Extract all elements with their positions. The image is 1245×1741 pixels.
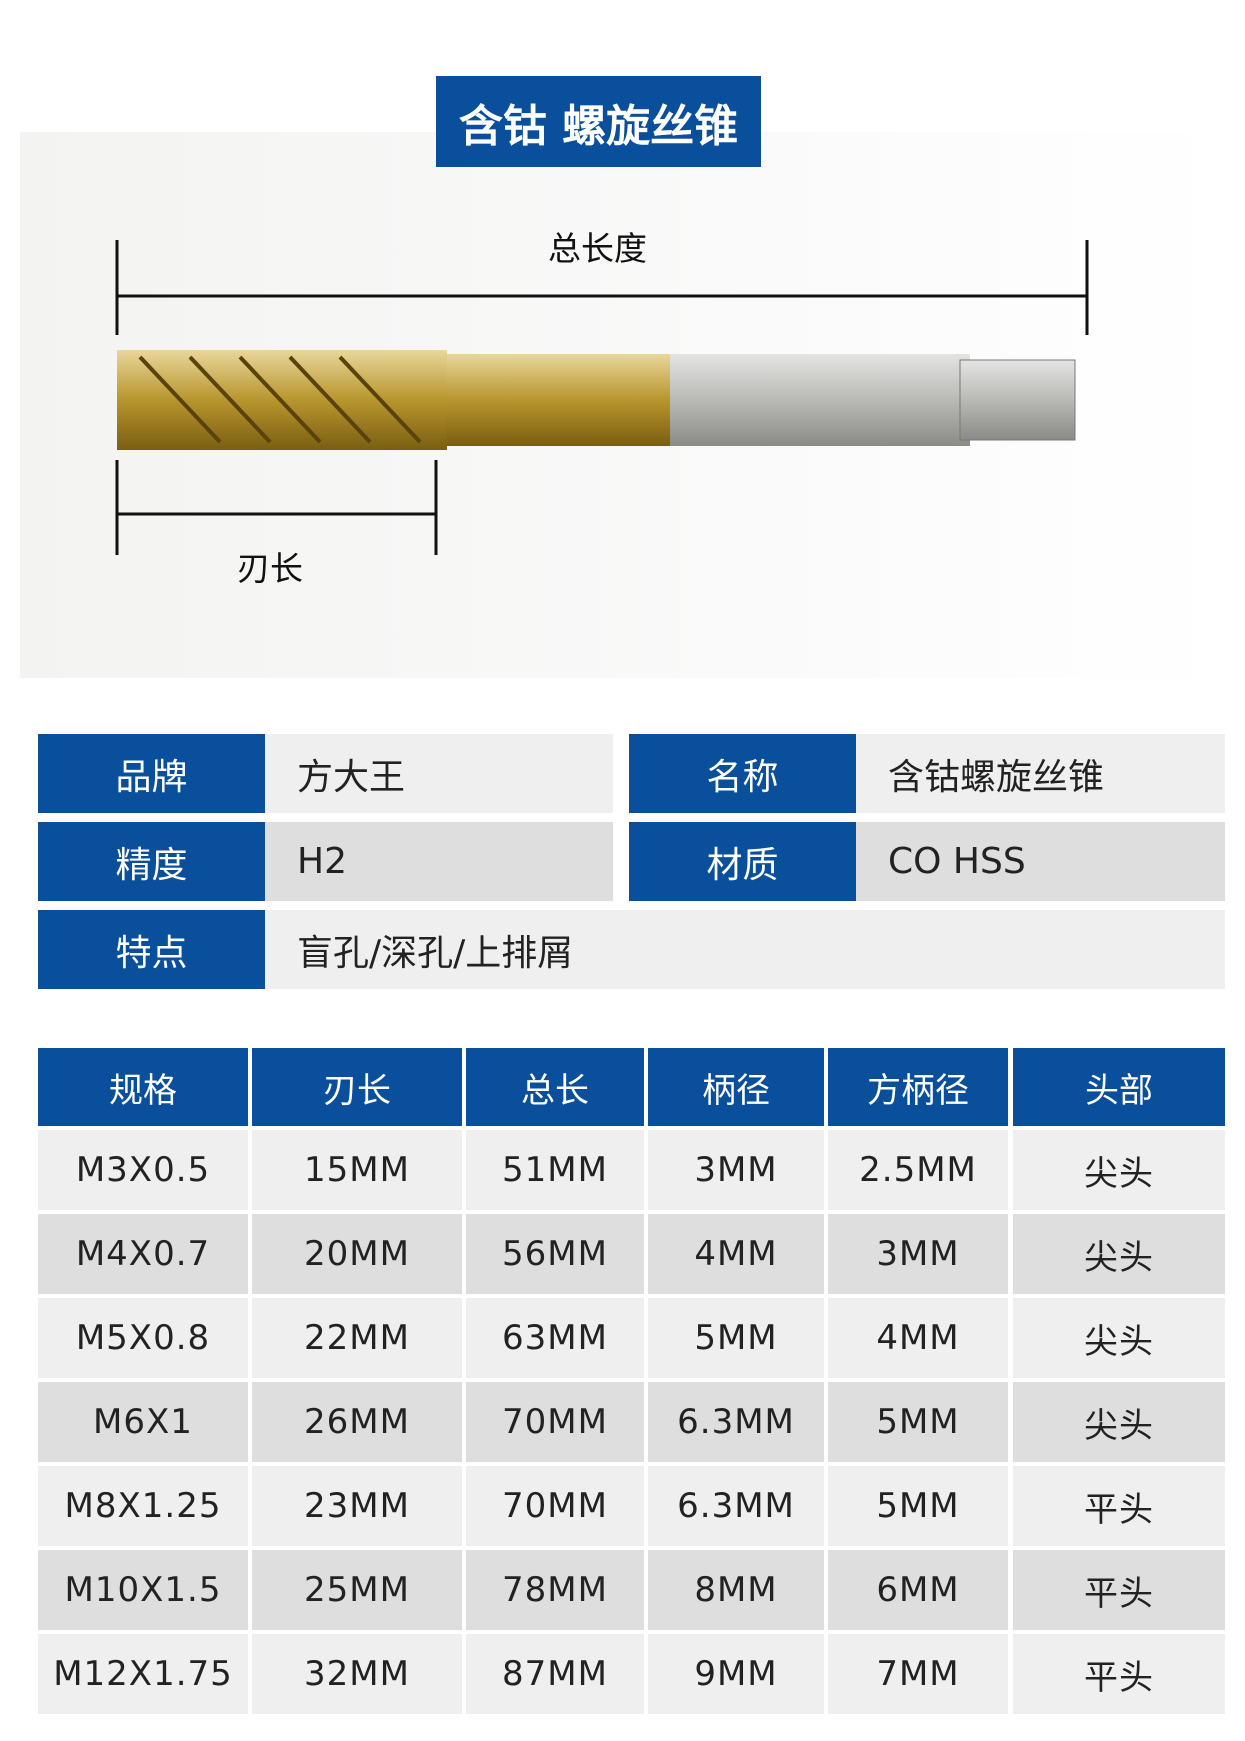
table-header-cell: 规格 [38, 1048, 248, 1126]
info-value-precision: H2 [265, 822, 613, 901]
table-cell: 7MM [828, 1634, 1008, 1714]
spiral-tap-image [117, 350, 1076, 450]
table-cell: 9MM [648, 1634, 824, 1714]
info-value-features: 盲孔/深孔/上排屑 [265, 910, 1225, 989]
page-title: 含钴 螺旋丝锥 [436, 76, 761, 167]
table-cell: 8MM [648, 1550, 824, 1630]
info-key-features: 特点 [38, 910, 265, 989]
table-cell: 15MM [252, 1130, 462, 1210]
table-cell: 6.3MM [648, 1466, 824, 1546]
table-cell: 5MM [828, 1466, 1008, 1546]
table-cell: 4MM [648, 1214, 824, 1294]
table-cell: 87MM [466, 1634, 644, 1714]
table-cell: 3MM [648, 1130, 824, 1210]
flute-length-label: 刃长 [237, 549, 303, 588]
table-cell: 4MM [828, 1298, 1008, 1378]
table-cell: M8X1.25 [38, 1466, 248, 1546]
table-cell: 尖头 [1013, 1130, 1225, 1210]
table-cell: 70MM [466, 1382, 644, 1462]
table-cell: 5MM [828, 1382, 1008, 1462]
table-cell: 3MM [828, 1214, 1008, 1294]
table-cell: 平头 [1013, 1466, 1225, 1546]
table-cell: M4X0.7 [38, 1214, 248, 1294]
table-header-cell: 刃长 [252, 1048, 462, 1126]
table-cell: 20MM [252, 1214, 462, 1294]
table-header-cell: 总长 [466, 1048, 644, 1126]
table-cell: M12X1.75 [38, 1634, 248, 1714]
info-value-brand: 方大王 [265, 734, 613, 813]
table-header-cell: 头部 [1013, 1048, 1225, 1126]
table-cell: 56MM [466, 1214, 644, 1294]
info-value-material: CO HSS [856, 822, 1225, 901]
table-cell: 平头 [1013, 1550, 1225, 1630]
table-header-cell: 方柄径 [828, 1048, 1008, 1126]
table-header-cell: 柄径 [648, 1048, 824, 1126]
table-cell: M3X0.5 [38, 1130, 248, 1210]
product-photo-area [20, 132, 1230, 678]
table-cell: 78MM [466, 1550, 644, 1630]
info-key-precision: 精度 [38, 822, 265, 901]
table-cell: 6MM [828, 1550, 1008, 1630]
table-cell: 22MM [252, 1298, 462, 1378]
table-cell: 25MM [252, 1550, 462, 1630]
table-cell: 23MM [252, 1466, 462, 1546]
table-cell: M5X0.8 [38, 1298, 248, 1378]
total-length-label: 总长度 [548, 229, 647, 268]
dimension-lines [115, 240, 1089, 555]
table-cell: 2.5MM [828, 1130, 1008, 1210]
table-cell: 51MM [466, 1130, 644, 1210]
table-cell: 5MM [648, 1298, 824, 1378]
table-cell: 63MM [466, 1298, 644, 1378]
info-key-material: 材质 [629, 822, 856, 901]
table-cell: 尖头 [1013, 1382, 1225, 1462]
table-cell: M10X1.5 [38, 1550, 248, 1630]
table-cell: 尖头 [1013, 1214, 1225, 1294]
table-cell: M6X1 [38, 1382, 248, 1462]
table-cell: 尖头 [1013, 1298, 1225, 1378]
table-cell: 32MM [252, 1634, 462, 1714]
table-cell: 26MM [252, 1382, 462, 1462]
table-cell: 平头 [1013, 1634, 1225, 1714]
table-cell: 70MM [466, 1466, 644, 1546]
table-cell: 6.3MM [648, 1382, 824, 1462]
info-key-brand: 品牌 [38, 734, 265, 813]
info-key-name: 名称 [629, 734, 856, 813]
info-value-name: 含钴螺旋丝锥 [856, 734, 1225, 813]
